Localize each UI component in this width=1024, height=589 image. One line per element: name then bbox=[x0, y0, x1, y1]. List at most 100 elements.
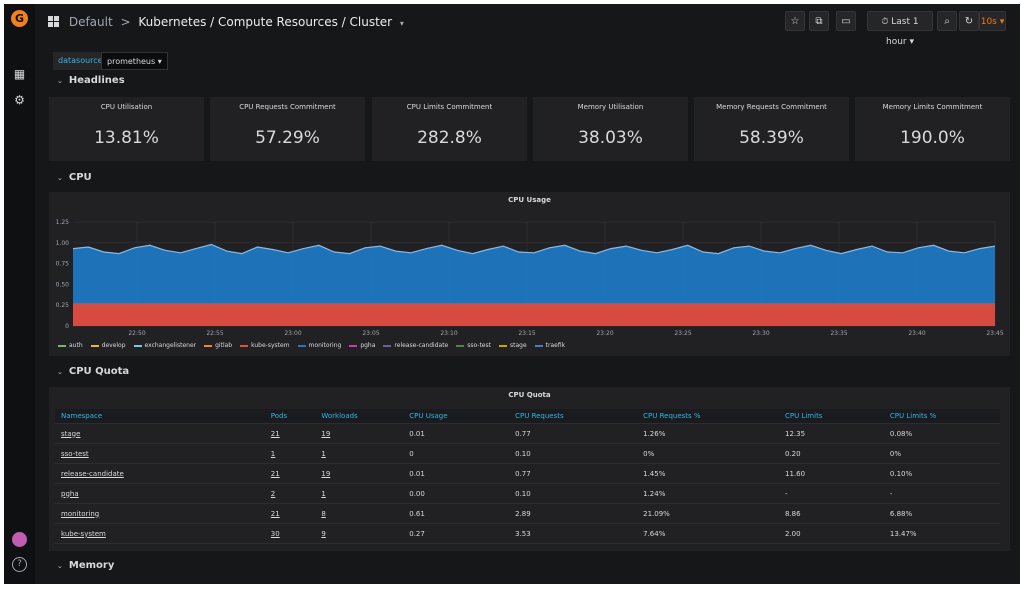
namespace-cell[interactable]: stage bbox=[55, 423, 265, 444]
chevron-down-icon: ⌄ bbox=[57, 77, 63, 85]
stat-title: CPU Limits Commitment bbox=[406, 103, 493, 111]
x-tick-label: 23:10 bbox=[440, 330, 457, 337]
time-range-picker[interactable]: ⏱ Last 1 hour ▾ bbox=[867, 11, 933, 47]
table-cell: - bbox=[883, 483, 1000, 504]
column-header[interactable]: CPU Requests % bbox=[637, 409, 779, 424]
legend-label: monitoring bbox=[308, 342, 342, 349]
stat-value: 190.0% bbox=[900, 128, 965, 148]
table-cell[interactable]: 19 bbox=[315, 463, 404, 484]
panel-title: CPU Usage bbox=[508, 196, 551, 204]
column-header[interactable]: Workloads bbox=[315, 409, 404, 424]
namespace-cell[interactable]: release-candidate bbox=[55, 463, 265, 484]
gear-icon[interactable]: ⚙ bbox=[14, 93, 25, 107]
area-series-monitoring[interactable] bbox=[73, 244, 995, 304]
stat-panel[interactable]: Memory Limits Commitment 190.0% bbox=[855, 97, 1010, 161]
help-icon[interactable]: ? bbox=[12, 557, 27, 572]
table-cell: 0.01 bbox=[403, 463, 510, 484]
stat-panel[interactable]: CPU Utilisation 13.81% bbox=[49, 97, 204, 161]
stat-panel[interactable]: Memory Utilisation 38.03% bbox=[533, 97, 688, 161]
refresh-button[interactable]: ↻ bbox=[959, 11, 979, 31]
stat-panel[interactable]: CPU Requests Commitment 57.29% bbox=[210, 97, 365, 161]
table-cell: 0.10% bbox=[883, 463, 1000, 484]
legend-item[interactable]: exchangelistener bbox=[133, 341, 196, 351]
legend-swatch bbox=[204, 344, 213, 347]
area-series-kube-system[interactable] bbox=[73, 303, 995, 327]
share-button[interactable]: ⧉ bbox=[809, 11, 829, 31]
stat-title: Memory Requests Commitment bbox=[716, 103, 827, 111]
breadcrumb-folder[interactable]: Default bbox=[68, 15, 113, 29]
chevron-down-icon[interactable]: ▾ bbox=[399, 19, 404, 28]
avatar[interactable] bbox=[12, 532, 27, 547]
x-tick-label: 23:45 bbox=[986, 330, 1003, 337]
legend-item[interactable]: pgha bbox=[349, 341, 375, 351]
namespace-cell[interactable]: monitoring bbox=[55, 503, 265, 524]
stat-panel[interactable]: CPU Limits Commitment 282.8% bbox=[372, 97, 527, 161]
column-header[interactable]: CPU Requests bbox=[509, 409, 638, 424]
column-header[interactable]: CPU Limits % bbox=[883, 409, 1000, 424]
cpu-quota-table: Namespace Pods Workloads CPU Usage CPU R… bbox=[55, 409, 1000, 544]
namespace-cell[interactable]: sso-test bbox=[55, 443, 265, 464]
table-row: release-candidate 21 19 0.01 0.77 1.45% 11.60 0… bbox=[55, 463, 1000, 484]
table-cell: - bbox=[779, 483, 884, 504]
row-title: CPU bbox=[68, 172, 92, 183]
table-cell[interactable]: 1 bbox=[315, 483, 404, 504]
legend-item[interactable]: sso-test bbox=[456, 341, 491, 351]
column-header[interactable]: Namespace bbox=[55, 409, 265, 424]
legend-item[interactable]: auth bbox=[58, 341, 83, 351]
stat-title: CPU Utilisation bbox=[100, 103, 153, 111]
table-cell[interactable]: 9 bbox=[315, 523, 404, 544]
star-button[interactable]: ☆ bbox=[785, 11, 805, 31]
table-cell[interactable]: 21 bbox=[264, 423, 316, 444]
legend-item[interactable]: stage bbox=[498, 341, 527, 351]
namespace-cell[interactable]: kube-system bbox=[55, 523, 265, 544]
row-title: Memory bbox=[68, 560, 115, 571]
side-nav: G ▦ ⚙ ? bbox=[4, 4, 35, 584]
table-cell[interactable]: 1 bbox=[264, 443, 316, 464]
row-memory[interactable]: ⌄ Memory bbox=[57, 558, 114, 574]
legend-item[interactable]: monitoring bbox=[297, 341, 342, 351]
datasource-variable-select[interactable]: prometheus ▾ bbox=[101, 52, 168, 70]
x-tick-label: 23:35 bbox=[830, 330, 847, 337]
legend-item[interactable]: release-candidate bbox=[383, 341, 448, 351]
table-cell: 0.20 bbox=[779, 443, 884, 464]
row-title: Headlines bbox=[68, 75, 125, 86]
datasource-variable-label: datasource bbox=[53, 52, 108, 70]
tv-mode-button[interactable]: ▭ bbox=[836, 11, 856, 31]
dashboards-icon[interactable]: ▦ bbox=[13, 67, 26, 81]
cpu-quota-panel[interactable]: CPU Quota Namespace Pods Workloads CPU U… bbox=[49, 387, 1010, 551]
stat-panel[interactable]: Memory Requests Commitment 58.39% bbox=[694, 97, 849, 161]
legend-swatch bbox=[456, 344, 465, 347]
row-headlines[interactable]: ⌄ Headlines bbox=[57, 73, 125, 89]
refresh-interval-picker[interactable]: 10s ▾ bbox=[979, 11, 1006, 31]
legend-label: release-candidate bbox=[394, 342, 449, 349]
table-cell[interactable]: 2 bbox=[264, 483, 316, 504]
table-cell[interactable]: 1 bbox=[315, 443, 404, 464]
column-header[interactable]: CPU Usage bbox=[403, 409, 510, 424]
namespace-cell[interactable]: pgha bbox=[55, 483, 265, 504]
table-cell[interactable]: 19 bbox=[315, 423, 404, 444]
chart-legend: auth develop exchangelistener gitlab kube-sy… bbox=[58, 341, 573, 351]
row-cpu-quota[interactable]: ⌄ CPU Quota bbox=[57, 364, 129, 380]
stat-value: 57.29% bbox=[255, 128, 320, 148]
stat-title: CPU Requests Commitment bbox=[239, 103, 336, 111]
legend-item[interactable]: kube-system bbox=[240, 341, 290, 351]
legend-item[interactable]: traefik bbox=[534, 341, 565, 351]
legend-item[interactable]: gitlab bbox=[204, 341, 232, 351]
dashboard-title[interactable]: Kubernetes / Compute Resources / Cluster bbox=[138, 15, 393, 29]
legend-swatch bbox=[133, 344, 142, 347]
cpu-usage-chart[interactable]: 1.25 1.00 0.75 0.50 0.25 0 22:50 22:55 23:00 23:0… bbox=[49, 192, 1010, 340]
cpu-usage-panel[interactable]: CPU Usage 1.25 1.00 0.75 0.50 0.25 0 22:50 22:5… bbox=[49, 192, 1010, 356]
table-cell[interactable]: 21 bbox=[264, 463, 316, 484]
stat-value: 13.81% bbox=[94, 128, 159, 148]
grafana-logo-icon[interactable]: G bbox=[11, 10, 28, 27]
legend-item[interactable]: develop bbox=[90, 341, 126, 351]
row-cpu[interactable]: ⌄ CPU bbox=[57, 170, 92, 186]
table-cell[interactable]: 21 bbox=[264, 503, 316, 524]
column-header[interactable]: Pods bbox=[264, 409, 316, 424]
table-row: kube-system 30 9 0.27 3.53 7.64% 2.00 13.47% bbox=[55, 523, 1000, 544]
zoom-out-button[interactable]: ⌕ bbox=[937, 11, 957, 31]
y-tick-label: 1.00 bbox=[56, 240, 70, 247]
column-header[interactable]: CPU Limits bbox=[779, 409, 884, 424]
table-cell[interactable]: 8 bbox=[315, 503, 404, 524]
table-cell[interactable]: 30 bbox=[264, 523, 316, 544]
